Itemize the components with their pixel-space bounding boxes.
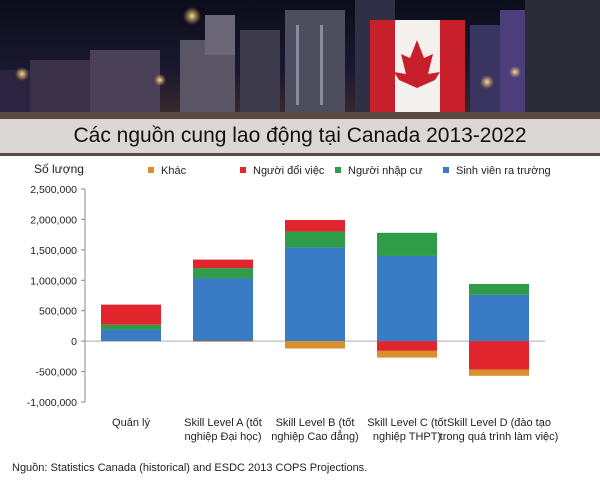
- legend-swatch: [443, 167, 449, 173]
- y-tick-label: 1,500,000: [30, 245, 77, 257]
- legend-swatch: [240, 167, 246, 173]
- y-tick-label: 2,500,000: [30, 184, 77, 196]
- bar-segment-nguoi-doi-viec: [469, 341, 529, 370]
- legend-label: Người nhập cư: [348, 165, 423, 177]
- legend-label: Khác: [161, 165, 187, 177]
- x-axis-labels: Quản lý Skill Level A (tốt nghiệp Đại học)…: [112, 417, 558, 443]
- bar-segment-sinh-vien-ra-truong: [193, 278, 253, 342]
- bar-segment-khac: [469, 369, 529, 376]
- source-text: Statistics Canada (historical) and ESDC …: [50, 462, 368, 474]
- legend-label: Người đổi việc: [253, 165, 325, 177]
- source-label: Nguồn:: [12, 462, 48, 474]
- x-tick-label: Quản lý: [112, 417, 150, 429]
- bar-segment-khac: [193, 341, 253, 342]
- legend-item-sinh-vien-ra-truong: Sinh viên ra trường: [443, 165, 551, 177]
- legend-label: Sinh viên ra trường: [456, 165, 551, 177]
- y-tick-label: 1,000,000: [30, 275, 77, 287]
- y-tick-label: 0: [71, 336, 77, 348]
- bar-segment-nguoi-doi-viec: [285, 220, 345, 232]
- bar-segment-khac: [377, 350, 437, 358]
- chart-title: Các nguồn cung lao động tại Canada 2013-…: [0, 119, 600, 153]
- x-tick-label: Skill Level A (tốt nghiệp Đại học): [184, 417, 262, 443]
- source-note: Nguồn: Statistics Canada (historical) an…: [12, 462, 367, 474]
- x-tick-label: Skill Level C (tốt nghiệp THPT): [367, 417, 446, 443]
- legend-swatch: [335, 167, 341, 173]
- bar-segment-nguoi-doi-viec: [193, 259, 253, 269]
- legend-item-nguoi-nhap-cu: Người nhập cư: [335, 165, 423, 177]
- y-tick-label: -500,000: [36, 367, 78, 379]
- y-axis-label: Số lượng: [34, 162, 84, 176]
- legend-item-nguoi-doi-viec: Người đổi việc: [240, 165, 325, 177]
- bars-group: [101, 220, 529, 376]
- bar-segment-nguoi-nhap-cu: [469, 283, 529, 295]
- bar-segment-sinh-vien-ra-truong: [377, 255, 437, 342]
- bar-segment-sinh-vien-ra-truong: [469, 294, 529, 342]
- legend-swatch: [148, 167, 154, 173]
- header-banner: Các nguồn cung lao động tại Canada 2013-…: [0, 0, 600, 156]
- bar-segment-khac: [285, 341, 345, 349]
- bar-segment-nguoi-doi-viec: [101, 304, 161, 325]
- bar-segment-sinh-vien-ra-truong: [101, 329, 161, 342]
- x-tick-label: Skill Level D (đào tạo trong quá trình là…: [440, 417, 559, 443]
- bar-segment-nguoi-nhap-cu: [285, 231, 345, 248]
- bar-segment-sinh-vien-ra-truong: [285, 247, 345, 342]
- bar-segment-nguoi-nhap-cu: [377, 232, 437, 256]
- bar-segment-nguoi-nhap-cu: [193, 268, 253, 279]
- y-axis: 2,500,000 2,000,000 1,500,000 1,000,000 500,…: [27, 184, 545, 409]
- bar-segment-nguoi-doi-viec: [377, 341, 437, 351]
- bar-segment-nguoi-nhap-cu: [101, 324, 161, 330]
- stacked-bar-chart: Khác Người đổi việc Người nhập cư Sinh viên…: [27, 162, 559, 443]
- x-tick-label: Skill Level B (tốt nghiệp Cao đẳng): [271, 417, 358, 443]
- chart-legend: Khác Người đổi việc Người nhập cư Sinh viên…: [148, 165, 551, 177]
- y-tick-label: 500,000: [39, 306, 77, 318]
- y-tick-label: -1,000,000: [27, 397, 77, 409]
- y-tick-label: 2,000,000: [30, 214, 77, 226]
- legend-item-khac: Khác: [148, 165, 187, 177]
